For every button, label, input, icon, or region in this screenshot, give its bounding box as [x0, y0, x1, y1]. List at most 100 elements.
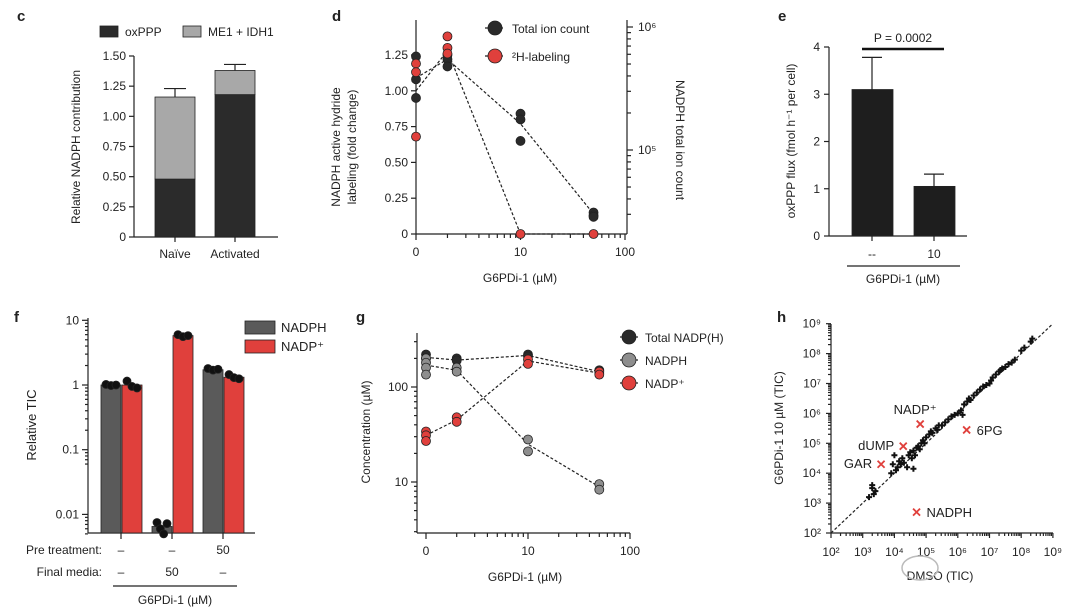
y2-tick-label: 10⁶: [638, 20, 656, 34]
y-axis-label: oxPPP flux (fmol h⁻¹ per cell): [784, 64, 798, 219]
x-tick-label: 10: [521, 544, 535, 558]
metabolite-point: [921, 440, 928, 447]
metabolite-point: [976, 386, 983, 393]
highlight-label: GAR: [844, 456, 872, 471]
replicate-point: [159, 529, 169, 539]
x-tick-label: 10⁶: [949, 545, 967, 559]
metabolite-point: [891, 452, 898, 459]
bar-nadp: [223, 376, 245, 534]
legend-swatch: [182, 25, 202, 38]
y-tick-label: 10: [395, 475, 409, 489]
x-tick-label: 100: [615, 245, 635, 259]
replicate-point: [183, 331, 193, 341]
metabolite-point: [907, 449, 914, 456]
y-axis-label: NADPH active hydride: [329, 87, 343, 207]
data-point: [515, 114, 526, 125]
legend-swatch: [99, 25, 119, 38]
data-point: [451, 416, 462, 427]
legend-label: Total ion count: [512, 22, 590, 36]
replicate-point: [213, 364, 223, 374]
metabolite-point: [897, 461, 904, 468]
bar-oxppp: [154, 178, 196, 238]
legend-label: NADPH: [645, 354, 687, 368]
category-label: --: [868, 247, 876, 261]
metabolite-point: [1021, 344, 1028, 351]
x-axis-label: G6PDi-1 (µM): [866, 272, 940, 286]
metabolite-point: [961, 401, 968, 408]
y-tick-label: 10⁵: [803, 436, 821, 450]
highlight-label: 6PG: [977, 423, 1003, 438]
table-cell: –: [118, 543, 125, 557]
legend-marker: [487, 48, 503, 64]
legend-label: ME1 + IDH1: [208, 25, 274, 39]
y-axis-label: Concentration (µM): [359, 381, 373, 484]
metabolite-point: [951, 411, 958, 418]
legend-label: NADP⁺: [281, 339, 324, 354]
p-value-label: P = 0.0002: [874, 31, 932, 45]
y-tick-label: 1: [72, 378, 79, 392]
panel-letter-e: e: [778, 8, 786, 25]
x-tick-label: 0: [423, 544, 430, 558]
legend-marker: [621, 352, 637, 368]
metabolite-point: [923, 434, 930, 441]
metabolite-point: [1018, 347, 1025, 354]
legend-label: Total NADP(H): [645, 331, 724, 345]
y-tick-label: 0: [401, 227, 408, 241]
y-tick-label: 100: [388, 380, 408, 394]
y-tick-label: 0.1: [62, 443, 79, 457]
bar-me1-idh1: [214, 70, 256, 96]
table-cell: –: [169, 543, 176, 557]
x-tick-label: 10⁸: [1012, 545, 1030, 559]
y-tick-label: 10³: [804, 496, 821, 510]
metabolite-point: [948, 413, 955, 420]
mean-line: [425, 364, 600, 488]
metabolite-point: [954, 410, 961, 417]
y-tick-label: 0.25: [385, 191, 409, 205]
data-point: [442, 61, 453, 72]
category-label: Naïve: [159, 247, 191, 261]
mean-line: [425, 360, 600, 436]
metabolite-point: [983, 381, 990, 388]
x-tick-label: 10⁹: [1044, 545, 1063, 559]
metabolite-point: [912, 452, 919, 459]
metabolite-point: [959, 411, 966, 418]
x-tick-label: 10⁷: [981, 545, 999, 559]
bar-oxppp: [214, 94, 256, 238]
metabolite-point: [866, 494, 873, 501]
x-tick-label: 10⁴: [885, 545, 904, 559]
data-point: [515, 229, 526, 239]
y-tick-label: 1.00: [385, 84, 409, 98]
metabolite-point: [1008, 359, 1015, 366]
metabolite-point: [894, 464, 901, 471]
x-axis-label: G6PDi-1 (µM): [138, 593, 212, 607]
metabolite-point: [929, 429, 936, 436]
y2-axis-label: NADPH total ion count: [673, 80, 687, 201]
bar-nadp: [121, 384, 143, 534]
y-axis-label: Relative TIC: [24, 389, 39, 460]
replicate-point: [122, 376, 132, 386]
panel-h: 10²10²10³10³10⁴10⁴10⁵10⁵10⁶10⁶10⁷10⁷10⁸1…: [772, 317, 1062, 583]
highlighted-point: [916, 419, 925, 429]
highlighted-point: [876, 460, 886, 469]
data-point: [588, 229, 599, 239]
y-tick-label: 0.75: [103, 140, 127, 154]
metabolite-point: [992, 371, 999, 378]
metabolite-point: [889, 461, 896, 468]
metabolite-point: [945, 416, 952, 423]
metabolite-point: [1005, 361, 1012, 368]
metabolite-point: [980, 383, 987, 390]
y-axis-label: Relative NADPH contribution: [69, 70, 83, 224]
data-point: [515, 136, 526, 146]
metabolite-point: [904, 464, 911, 471]
bar: [851, 89, 894, 237]
metabolite-point: [916, 446, 923, 453]
metabolite-point: [970, 392, 977, 399]
legend-marker: [487, 20, 503, 36]
x-axis-label: DMSO (TIC): [907, 569, 974, 583]
table-cell: –: [118, 565, 125, 579]
data-point: [588, 211, 599, 222]
data-point: [411, 67, 421, 78]
y-tick-label: 10⁷: [803, 377, 821, 391]
